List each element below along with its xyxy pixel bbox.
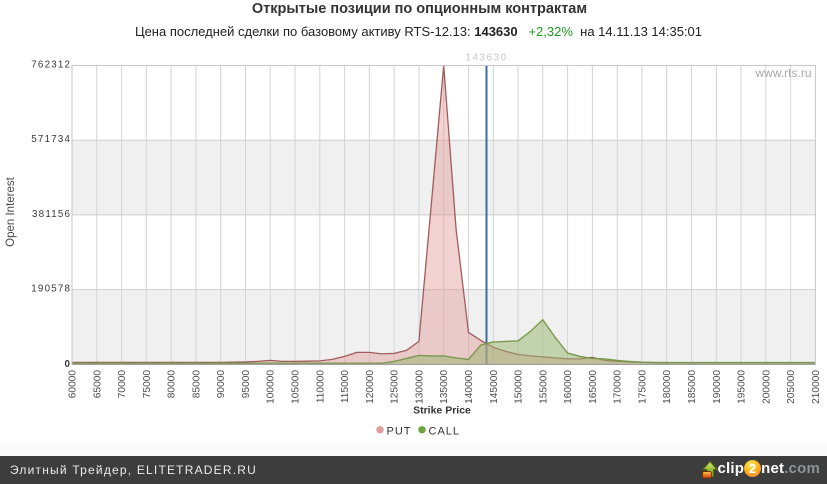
svg-text:Open Interest: Open Interest — [5, 176, 17, 246]
svg-text:105000: 105000 — [291, 370, 302, 404]
svg-text:90000: 90000 — [216, 370, 227, 399]
svg-text:205000: 205000 — [786, 370, 797, 404]
svg-text:85000: 85000 — [191, 370, 202, 399]
svg-text:165000: 165000 — [588, 370, 599, 404]
svg-text:762312: 762312 — [31, 60, 71, 71]
svg-text:571734: 571734 — [31, 134, 71, 145]
svg-text:www.rts.ru: www.rts.ru — [754, 66, 811, 80]
svg-text:PUT: PUT — [387, 426, 412, 438]
svg-text:75000: 75000 — [142, 370, 153, 399]
svg-text:CALL: CALL — [429, 426, 461, 438]
svg-text:185000: 185000 — [687, 370, 698, 404]
svg-text:140000: 140000 — [464, 370, 475, 404]
svg-text:100000: 100000 — [266, 370, 277, 404]
svg-text:60000: 60000 — [68, 370, 79, 399]
svg-text:65000: 65000 — [92, 370, 103, 399]
svg-text:115000: 115000 — [340, 370, 351, 404]
svg-text:145000: 145000 — [489, 370, 500, 404]
svg-text:110000: 110000 — [315, 370, 326, 404]
svg-text:70000: 70000 — [117, 370, 128, 399]
svg-text:Strike Price: Strike Price — [413, 404, 471, 416]
svg-text:135000: 135000 — [439, 370, 450, 404]
svg-text:150000: 150000 — [514, 370, 525, 404]
svg-text:200000: 200000 — [761, 370, 772, 404]
svg-text:80000: 80000 — [167, 370, 178, 399]
svg-text:381156: 381156 — [32, 209, 71, 220]
svg-text:130000: 130000 — [414, 370, 425, 404]
svg-text:190578: 190578 — [31, 284, 71, 295]
svg-text:120000: 120000 — [365, 370, 376, 404]
svg-text:170000: 170000 — [613, 370, 624, 404]
svg-text:195000: 195000 — [737, 370, 748, 404]
svg-text:180000: 180000 — [662, 370, 673, 404]
svg-text:155000: 155000 — [538, 370, 549, 404]
svg-text:143630: 143630 — [465, 53, 507, 64]
svg-text:125000: 125000 — [390, 370, 401, 404]
svg-text:190000: 190000 — [712, 370, 723, 404]
svg-text:95000: 95000 — [241, 370, 252, 399]
svg-text:160000: 160000 — [563, 370, 574, 404]
svg-text:0: 0 — [65, 359, 72, 370]
svg-text:210000: 210000 — [811, 370, 822, 404]
svg-text:175000: 175000 — [637, 370, 648, 404]
